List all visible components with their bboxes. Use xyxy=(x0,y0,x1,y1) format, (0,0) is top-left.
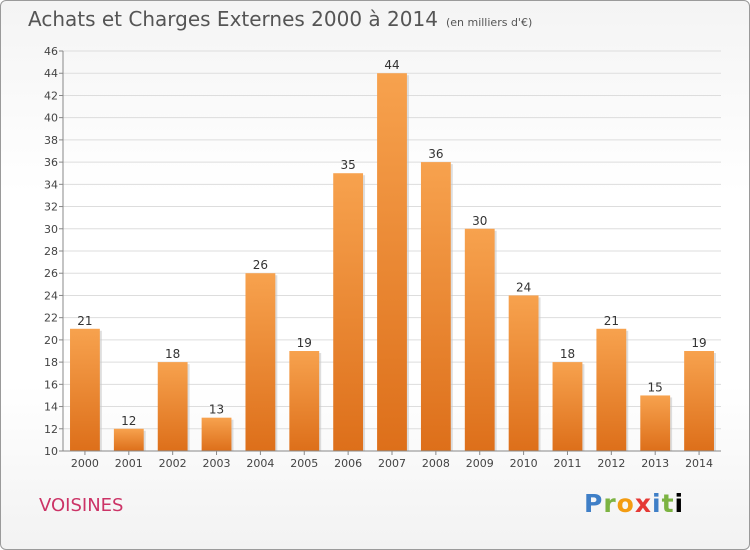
logo-letter: r xyxy=(603,489,617,518)
bar-value-label: 18 xyxy=(165,347,180,361)
x-tick-label: 2001 xyxy=(115,457,143,470)
x-tick-label: 2007 xyxy=(378,457,406,470)
chart-unit: (en milliers d'€) xyxy=(445,16,533,29)
chart-title-block: Achats et Charges Externes 2000 à 2014 (e… xyxy=(28,7,532,31)
bar xyxy=(640,395,671,451)
y-tick-label: 28 xyxy=(44,245,58,258)
x-tick-label: 2003 xyxy=(203,457,231,470)
y-tick-label: 40 xyxy=(44,112,58,125)
bar-value-label: 24 xyxy=(516,280,531,294)
y-tick-label: 16 xyxy=(44,378,58,391)
bar xyxy=(508,295,539,451)
bar-value-label: 44 xyxy=(384,58,399,72)
bars: 21 12 18 13 26 19 35 44 36 30 24 18 21 15 19 xyxy=(70,58,716,451)
bar xyxy=(552,362,583,451)
bar-value-label: 26 xyxy=(253,258,268,272)
bar-value-label: 19 xyxy=(297,336,312,350)
logo-letter: i xyxy=(674,489,685,518)
y-tick-label: 30 xyxy=(44,223,58,236)
proxiti-logo: Proxiti xyxy=(584,489,684,518)
chart-title: Achats et Charges Externes 2000 à 2014 xyxy=(28,7,438,31)
bar-value-label: 30 xyxy=(472,214,487,228)
x-tick-label: 2006 xyxy=(334,457,362,470)
y-tick-label: 20 xyxy=(44,334,58,347)
x-tick-label: 2002 xyxy=(159,457,187,470)
y-tick-label: 44 xyxy=(44,67,58,80)
x-tick-label: 2009 xyxy=(466,457,494,470)
x-tick-label: 2014 xyxy=(685,457,713,470)
x-tick-label: 2004 xyxy=(246,457,274,470)
y-tick-label: 10 xyxy=(44,445,58,458)
x-tick-label: 2008 xyxy=(422,457,450,470)
bar xyxy=(596,328,627,451)
y-tick-label: 32 xyxy=(44,201,58,214)
bar xyxy=(420,162,451,451)
bar xyxy=(684,351,714,451)
logo-letter: t xyxy=(661,489,675,518)
bar xyxy=(201,417,232,451)
logo-letter: o xyxy=(616,489,635,518)
bar-value-label: 18 xyxy=(560,347,575,361)
y-tick-label: 26 xyxy=(44,267,58,280)
bar xyxy=(70,328,100,451)
logo-letter: i xyxy=(652,489,662,518)
y-tick-label: 42 xyxy=(44,89,58,102)
y-tick-label: 46 xyxy=(44,45,58,58)
y-tick-label: 36 xyxy=(44,156,58,169)
bar-value-label: 36 xyxy=(428,147,443,161)
commune-name: VOISINES xyxy=(39,495,124,516)
y-tick-label: 12 xyxy=(44,423,58,436)
y-tick-label: 38 xyxy=(44,134,58,147)
bar-value-label: 13 xyxy=(209,403,224,417)
x-tick-label: 2010 xyxy=(510,457,538,470)
bar xyxy=(464,228,495,451)
bar xyxy=(245,273,276,451)
bar xyxy=(289,351,320,451)
y-tick-label: 14 xyxy=(44,401,58,414)
x-tick-label: 2011 xyxy=(553,457,581,470)
bar-value-label: 12 xyxy=(121,414,136,428)
y-tick-label: 22 xyxy=(44,312,58,325)
x-axis: 2000 2001 2002 2003 2004 2005 2006 2007 2008 2009… xyxy=(63,450,721,470)
y-tick-label: 24 xyxy=(44,289,58,302)
bar-value-label: 35 xyxy=(340,158,355,172)
x-tick-label: 2012 xyxy=(597,457,625,470)
bar xyxy=(157,362,188,451)
y-tick-label: 34 xyxy=(44,178,58,191)
bar xyxy=(113,428,144,451)
bar-value-label: 15 xyxy=(648,380,663,394)
bar-value-label: 19 xyxy=(691,336,706,350)
bar-value-label: 21 xyxy=(604,314,619,328)
y-axis: 10 12 14 16 18 20 22 24 26 28 30 32 34 36 38 40 42 44 46 xyxy=(44,45,64,458)
logo-letter: x xyxy=(634,489,652,518)
y-tick-label: 18 xyxy=(44,356,58,369)
x-tick-label: 2005 xyxy=(290,457,318,470)
x-tick-label: 2013 xyxy=(641,457,669,470)
bar xyxy=(333,173,364,451)
bar xyxy=(377,73,407,451)
logo-letter: P xyxy=(584,489,604,518)
bar-value-label: 21 xyxy=(77,314,92,328)
x-tick-label: 2000 xyxy=(71,457,99,470)
